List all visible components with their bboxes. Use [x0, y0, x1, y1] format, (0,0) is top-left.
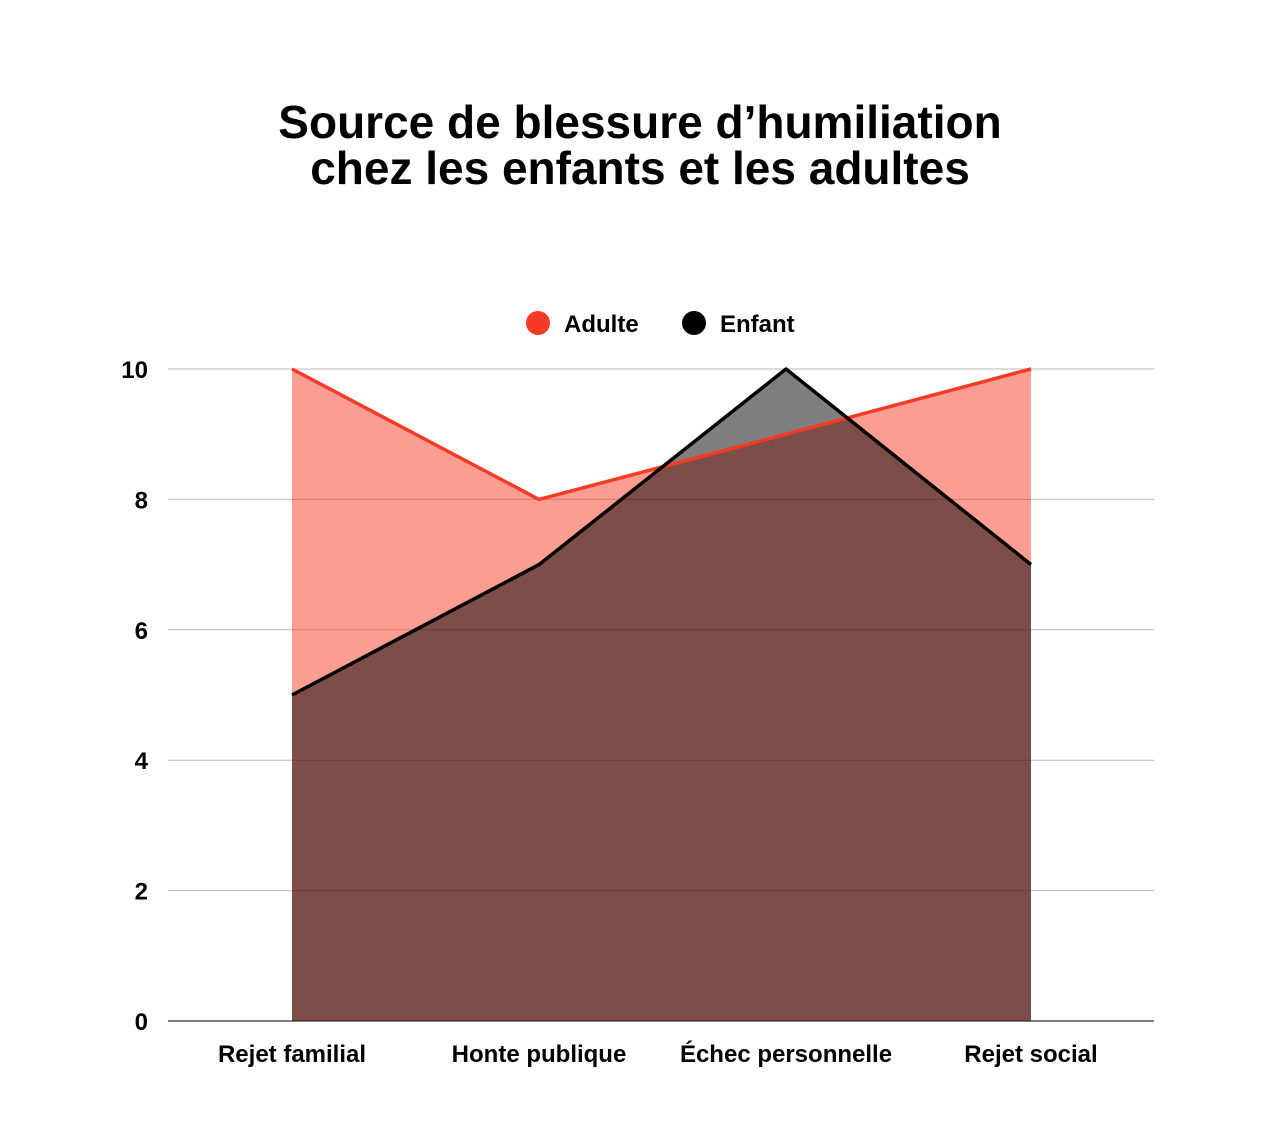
line-enfant	[291, 367, 1033, 697]
series-areas	[292, 369, 1031, 1021]
y-tick-label: 4	[135, 748, 149, 775]
legend-marker-enfant	[682, 311, 706, 335]
y-tick-label: 8	[135, 487, 148, 514]
x-category-label: Échec personnelle	[680, 1040, 892, 1068]
y-axis-ticks: 0 2 4 6 8 10	[121, 357, 148, 1036]
y-tick-label: 10	[121, 357, 148, 384]
x-category-label: Honte publique	[452, 1041, 627, 1068]
chart-title-line-2: chez les enfants et les adultes	[310, 142, 970, 194]
x-category-label: Rejet social	[964, 1041, 1097, 1068]
y-tick-label: 2	[135, 879, 148, 906]
area-enfant	[292, 369, 1031, 1021]
y-tick-label: 0	[135, 1009, 148, 1036]
y-tick-label: 6	[135, 618, 148, 645]
chart-title-line-1: Source de blessure d’humiliation	[278, 96, 1001, 148]
series-lines	[291, 367, 1033, 697]
legend-label-enfant: Enfant	[720, 311, 795, 338]
legend-marker-adulte	[526, 311, 550, 335]
legend: Adulte Enfant	[526, 311, 795, 338]
legend-label-adulte: Adulte	[564, 311, 639, 338]
x-category-label: Rejet familial	[218, 1041, 366, 1068]
x-axis-labels: Rejet familial Honte publique Échec person…	[218, 1040, 1098, 1068]
